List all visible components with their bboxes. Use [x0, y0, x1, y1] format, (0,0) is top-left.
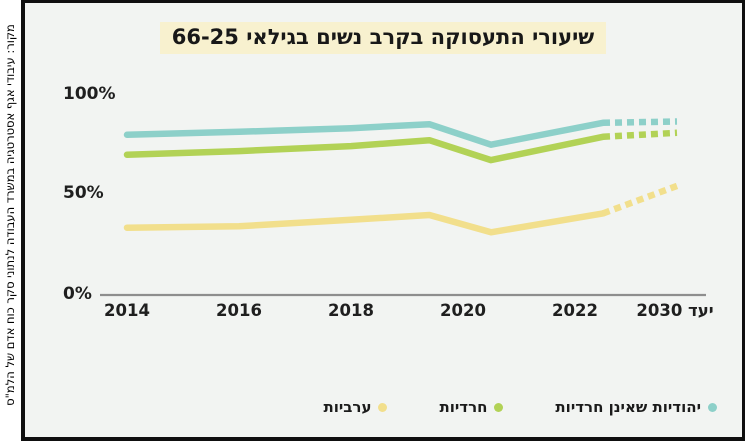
page-title: שיעורי התעסוקה בקרב נשים בגילאי 66-25: [159, 22, 607, 54]
series-haredi-dashed-line: [602, 129, 678, 141]
y-tick-100: 100%: [63, 84, 116, 104]
series-lines: [123, 118, 679, 236]
legend-item-jewish-non-haredi: יהודיות שאינן חרדיות: [555, 398, 717, 416]
legend-dot-green-icon: [494, 402, 504, 412]
legend-label: ערביות: [323, 398, 372, 416]
x-tick-2014: 2014: [104, 301, 150, 320]
x-tick-2016: 2016: [216, 301, 262, 320]
y-tick-50: 50%: [63, 183, 104, 203]
legend-label: יהודיות שאינן חרדיות: [555, 398, 701, 416]
legend-item-haredi: חרדיות: [439, 398, 504, 416]
series-jewish-non-haredi-solid-line: [123, 119, 607, 148]
legend-dot-teal-icon: [708, 402, 717, 412]
legend-label: חרדיות: [439, 398, 488, 416]
x-tick-2018: 2018: [328, 301, 374, 320]
x-tick-target-2030: יעד 2030: [636, 301, 713, 320]
legend: יהודיות שאינן חרדיות חרדיות ערביות: [323, 398, 717, 416]
legend-item-arab: ערביות: [323, 398, 388, 416]
x-tick-2020: 2020: [440, 301, 486, 320]
x-tick-2022: 2022: [552, 301, 598, 320]
y-tick-0: 0%: [63, 284, 92, 304]
series-arab-solid-line: [123, 210, 607, 236]
series-jewish-non-haredi-dashed-line: [602, 118, 678, 127]
series-arab-dashed-line: [601, 182, 679, 217]
series-haredi-solid-line: [123, 133, 607, 164]
legend-dot-yellow-icon: [378, 402, 388, 412]
title-row: שיעורי התעסוקה בקרב נשים בגילאי 66-25: [25, 22, 741, 54]
